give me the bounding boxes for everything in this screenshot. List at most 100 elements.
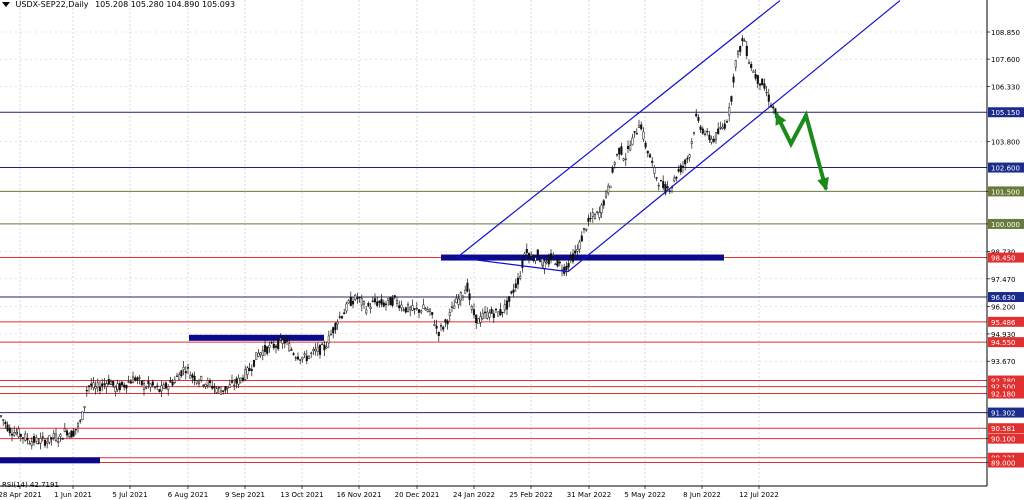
candle-body xyxy=(741,38,744,42)
candle-body xyxy=(310,352,313,354)
dropdown-triangle-icon[interactable] xyxy=(2,2,10,7)
candle-body xyxy=(292,353,295,355)
candle-body xyxy=(644,142,647,148)
candle-body xyxy=(677,169,680,172)
candle-body xyxy=(147,380,150,385)
channel-upper-line xyxy=(456,0,781,259)
indicator-label: RSI(14) 42.7191 xyxy=(2,481,59,489)
x-tick-label: 25 Feb 2022 xyxy=(509,491,553,499)
candle-body xyxy=(226,386,229,389)
candle-body xyxy=(182,366,185,370)
candle-body xyxy=(428,308,432,313)
y-tick-label: 108.850 xyxy=(991,29,1020,37)
level-price-label: 102.600 xyxy=(991,165,1020,173)
candle-body xyxy=(712,138,715,142)
candle-body xyxy=(646,150,649,154)
ohlc-values: 105.208 105.280 104.890 105.093 xyxy=(95,0,236,9)
candle-body xyxy=(17,428,20,438)
candle-body xyxy=(305,355,308,361)
candle-body xyxy=(406,304,410,312)
candle-body xyxy=(391,297,394,306)
candle-body xyxy=(362,301,366,305)
candle-body xyxy=(446,320,449,325)
candle-body xyxy=(167,386,170,390)
candle-body xyxy=(281,339,284,344)
candle-body xyxy=(145,387,148,389)
candle-body xyxy=(686,157,689,160)
candle-body xyxy=(76,423,80,427)
candle-body xyxy=(109,381,113,385)
candle-body xyxy=(629,145,632,151)
candle-body xyxy=(448,312,451,316)
candle-body xyxy=(94,386,97,389)
candle-body xyxy=(173,379,176,383)
candle-body xyxy=(494,308,498,311)
candle-body xyxy=(208,380,212,383)
level-price-box xyxy=(988,316,1024,327)
y-tick-label: 107.600 xyxy=(991,56,1020,64)
candle-body xyxy=(624,158,627,161)
candle-body xyxy=(43,440,47,446)
candle-body xyxy=(558,261,561,264)
forecast-arrowhead xyxy=(817,177,829,192)
candle-body xyxy=(10,433,14,436)
candle-body xyxy=(563,266,566,274)
candle-body xyxy=(312,349,315,352)
candle-body xyxy=(468,293,471,300)
candle-body xyxy=(719,127,722,129)
candle-body xyxy=(195,380,198,384)
candle-body xyxy=(398,305,401,309)
candle-body xyxy=(228,384,231,388)
level-price-label: 92.780 xyxy=(991,378,1016,386)
candle-body xyxy=(376,301,379,306)
candle-body xyxy=(626,146,630,149)
candle-body xyxy=(596,211,599,213)
candle-body xyxy=(708,134,711,140)
candle-body xyxy=(103,383,106,385)
candle-body xyxy=(222,390,225,392)
candle-body xyxy=(136,377,139,381)
candle-body xyxy=(257,352,260,357)
candle-body xyxy=(763,83,766,89)
symbol-label: USDX-SEP22,Daily xyxy=(15,0,89,9)
candle-body xyxy=(692,132,696,134)
candle-body xyxy=(519,275,522,279)
candle-body xyxy=(521,260,524,268)
candle-body xyxy=(246,367,249,375)
x-tick-label: 20 Dec 2021 xyxy=(395,491,440,499)
candle-body xyxy=(369,306,372,309)
candle-body xyxy=(15,432,18,434)
candle-body xyxy=(653,167,656,174)
candle-body xyxy=(631,137,634,146)
zone-bar xyxy=(441,254,724,261)
candle-body xyxy=(673,177,676,182)
candle-body xyxy=(2,419,5,421)
y-tick-label: 93.670 xyxy=(991,358,1016,366)
candle-body xyxy=(26,437,29,441)
candle-body xyxy=(635,133,638,135)
level-price-label: 98.450 xyxy=(991,255,1016,263)
candle-body xyxy=(13,432,16,436)
candle-body xyxy=(574,250,577,254)
candle-body xyxy=(756,74,759,84)
x-tick-label: 13 Oct 2021 xyxy=(280,491,323,499)
candle-body xyxy=(334,323,337,331)
candle-body xyxy=(365,309,368,314)
candle-body xyxy=(283,340,286,344)
candle-body xyxy=(648,154,652,158)
candle-body xyxy=(28,442,31,445)
candle-body xyxy=(30,441,33,446)
candle-body xyxy=(384,303,388,305)
candle-body xyxy=(681,165,685,168)
candle-body xyxy=(189,375,192,379)
candle-body xyxy=(530,254,533,257)
level-price-box xyxy=(988,407,1024,418)
candle-body xyxy=(96,382,99,388)
candle-body xyxy=(68,433,71,437)
candle-body xyxy=(585,228,588,231)
candle-body xyxy=(233,384,236,387)
candle-body xyxy=(464,289,467,294)
candle-body xyxy=(266,346,269,354)
candle-body xyxy=(105,383,108,387)
